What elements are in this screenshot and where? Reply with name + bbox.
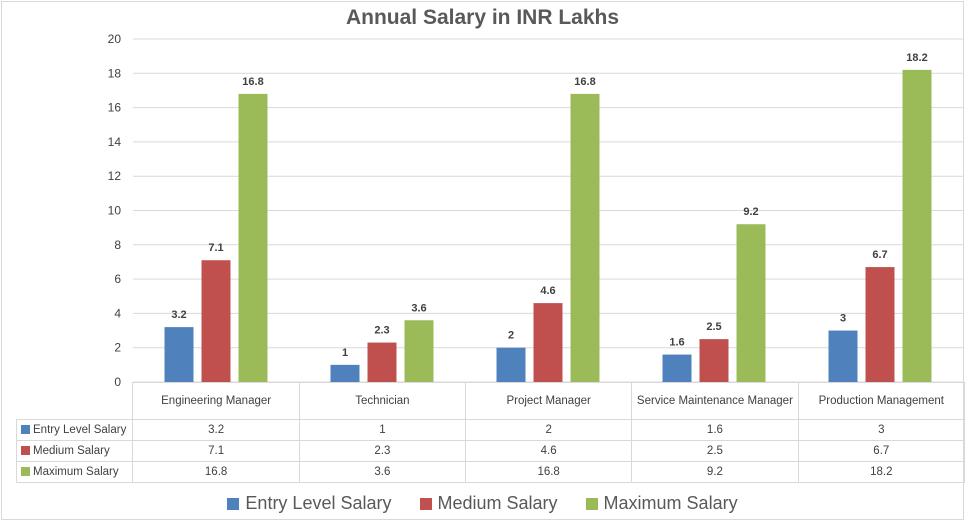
table-cell: 18.2 bbox=[797, 461, 965, 483]
table-row: Entry Level Salary 3.2 1 2 1.6 3 bbox=[15, 419, 965, 441]
y-tick-label: 2 bbox=[114, 341, 121, 355]
y-tick-label: 0 bbox=[114, 375, 121, 389]
data-label: 18.2 bbox=[906, 52, 927, 64]
series-name: Entry Level Salary bbox=[33, 424, 127, 436]
data-table: Engineering Manager Technician Project Man… bbox=[15, 382, 965, 483]
legend-item: Medium Salary bbox=[419, 493, 558, 513]
data-label: 6.7 bbox=[872, 249, 887, 261]
legend-swatch bbox=[227, 498, 240, 511]
table-corner bbox=[17, 383, 133, 420]
legend-key-swatch bbox=[21, 467, 30, 477]
bar bbox=[699, 339, 729, 382]
y-tick-label: 6 bbox=[114, 272, 121, 286]
legend-label: Entry Level Salary bbox=[245, 493, 392, 513]
data-label: 7.1 bbox=[208, 242, 223, 254]
legend-label: Maximum Salary bbox=[603, 493, 738, 513]
legend-swatch bbox=[419, 498, 432, 511]
data-label: 2.3 bbox=[374, 325, 389, 337]
bar bbox=[404, 320, 434, 382]
table-cell: 4.6 bbox=[465, 440, 633, 462]
y-tick-label: 12 bbox=[108, 169, 122, 183]
table-cell: 2.5 bbox=[631, 440, 799, 462]
table-row: Medium Salary 7.1 2.3 4.6 2.5 6.7 bbox=[15, 440, 965, 462]
y-tick-label: 8 bbox=[114, 238, 121, 252]
category-label: Production Management bbox=[797, 382, 965, 420]
table-cell: 7.1 bbox=[132, 440, 300, 462]
legend-key-swatch bbox=[21, 425, 30, 435]
bar bbox=[570, 93, 600, 382]
table-cell: 9.2 bbox=[631, 461, 799, 483]
bar bbox=[662, 354, 692, 382]
data-label: 3 bbox=[840, 313, 846, 325]
bar bbox=[201, 260, 231, 382]
bar bbox=[533, 303, 563, 382]
bar bbox=[865, 267, 895, 382]
data-label: 16.8 bbox=[574, 76, 595, 88]
legend-key-swatch bbox=[21, 446, 30, 456]
legend: Entry Level Salary Medium Salary Maximum S… bbox=[0, 493, 965, 514]
data-label: 1.6 bbox=[669, 337, 684, 349]
row-header: Maximum Salary bbox=[15, 461, 134, 483]
category-label: Project Manager bbox=[465, 382, 633, 420]
category-label: Technician bbox=[298, 382, 467, 420]
y-tick-label: 18 bbox=[108, 66, 122, 80]
bar bbox=[496, 347, 526, 382]
table-cell: 3.6 bbox=[298, 461, 467, 483]
table-cell: 2.3 bbox=[298, 440, 467, 462]
y-tick-label: 4 bbox=[114, 306, 121, 320]
legend-item: Maximum Salary bbox=[585, 493, 738, 513]
bar bbox=[164, 327, 194, 382]
row-header: Entry Level Salary bbox=[15, 419, 134, 441]
table-cell: 2 bbox=[465, 419, 633, 441]
bar bbox=[330, 364, 360, 382]
data-label: 4.6 bbox=[540, 285, 555, 297]
data-label: 2 bbox=[508, 330, 514, 342]
table-cell: 1.6 bbox=[631, 419, 799, 441]
table-cell: 1 bbox=[298, 419, 467, 441]
table-cell: 3 bbox=[797, 419, 965, 441]
table-cell: 3.2 bbox=[132, 419, 300, 441]
data-label: 2.5 bbox=[706, 321, 721, 333]
bar bbox=[238, 93, 268, 382]
data-label: 3.6 bbox=[411, 302, 426, 314]
data-label: 1 bbox=[342, 347, 348, 359]
legend-item: Entry Level Salary bbox=[227, 493, 392, 513]
legend-label: Medium Salary bbox=[437, 493, 558, 513]
bar bbox=[902, 69, 932, 383]
data-label: 3.2 bbox=[171, 309, 186, 321]
table-cell: 6.7 bbox=[797, 440, 965, 462]
y-tick-label: 16 bbox=[108, 101, 122, 115]
y-tick-label: 20 bbox=[108, 32, 122, 46]
table-row: Maximum Salary 16.8 3.6 16.8 9.2 18.2 bbox=[15, 461, 965, 483]
data-label: 9.2 bbox=[743, 206, 758, 218]
bar bbox=[828, 330, 858, 382]
data-label: 16.8 bbox=[242, 76, 263, 88]
table-cell: 16.8 bbox=[465, 461, 633, 483]
series-name: Medium Salary bbox=[33, 445, 110, 457]
table-header-row: Engineering Manager Technician Project Man… bbox=[17, 382, 965, 420]
y-tick-label: 14 bbox=[108, 135, 122, 149]
legend-swatch bbox=[585, 498, 598, 511]
category-label: Service Maintenance Manager bbox=[631, 382, 799, 420]
series-name: Maximum Salary bbox=[33, 466, 119, 478]
bar bbox=[367, 342, 397, 382]
y-tick-label: 10 bbox=[108, 204, 122, 218]
category-label: Engineering Manager bbox=[132, 382, 300, 420]
chart-title: Annual Salary in INR Lakhs bbox=[345, 6, 620, 29]
table-cell: 16.8 bbox=[132, 461, 300, 483]
bar bbox=[736, 224, 766, 382]
row-header: Medium Salary bbox=[15, 440, 134, 462]
